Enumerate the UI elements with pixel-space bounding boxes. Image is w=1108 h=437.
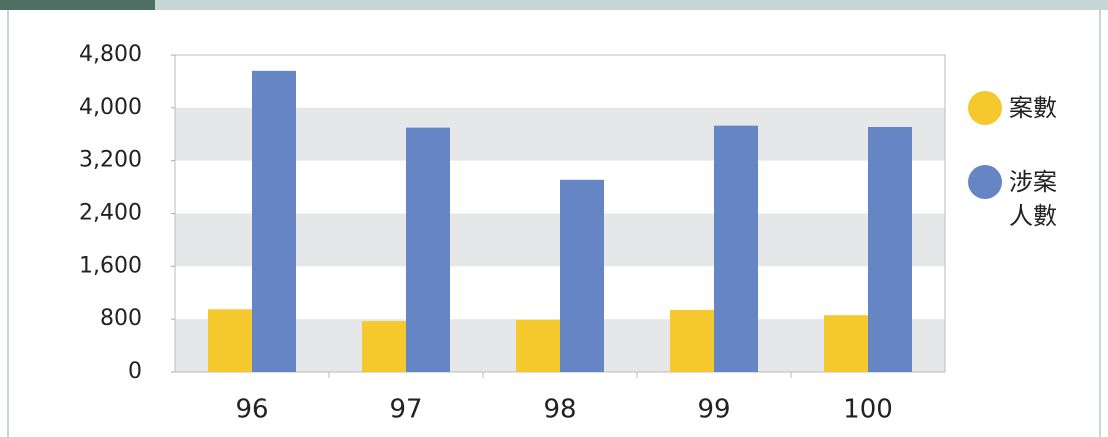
bar (516, 319, 560, 372)
bar (208, 309, 252, 372)
bar (670, 309, 714, 372)
x-tick-label: 100 (843, 395, 893, 425)
grid-band (175, 107, 945, 161)
x-tick-label: 98 (543, 395, 576, 425)
y-tick-label: 2,400 (79, 201, 142, 226)
y-tick-label: 1,600 (79, 253, 142, 278)
bar (362, 321, 406, 372)
y-tick-label: 0 (128, 359, 142, 384)
legend-swatch (968, 91, 1002, 125)
legend-label: 涉案人數 (1009, 168, 1057, 230)
y-tick-label: 4,000 (79, 95, 142, 120)
bar (252, 70, 296, 372)
bar (560, 179, 604, 372)
y-tick-label: 4,800 (79, 42, 142, 67)
x-tick-label: 96 (235, 395, 268, 425)
bar (824, 315, 868, 372)
bar (714, 125, 758, 372)
header-bar (155, 0, 1108, 10)
legend-label: 案數 (1009, 94, 1057, 122)
legend-swatch (968, 165, 1002, 199)
x-tick-label: 97 (389, 395, 422, 425)
y-tick-label: 3,200 (79, 148, 142, 173)
y-tick-label: 800 (100, 306, 142, 331)
header-tab (0, 0, 155, 10)
bar (406, 127, 450, 372)
bar (868, 126, 912, 373)
x-tick-label: 99 (697, 395, 730, 425)
